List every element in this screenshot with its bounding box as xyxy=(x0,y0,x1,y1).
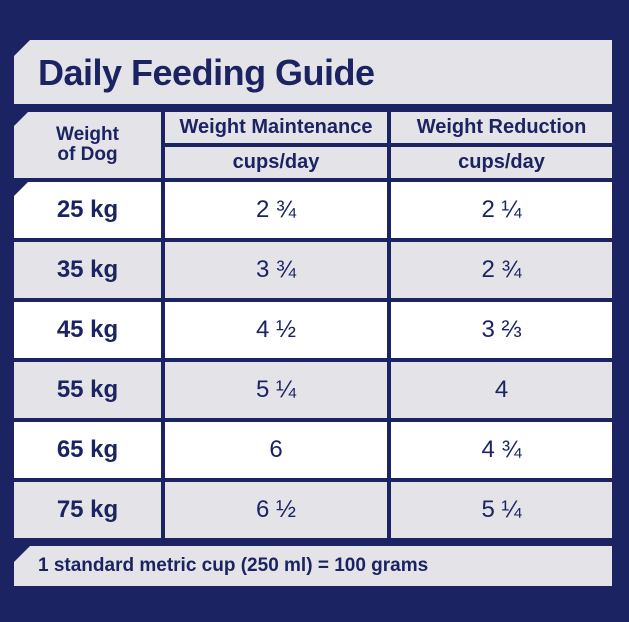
row-reduction: 3 ⅔ xyxy=(391,302,612,358)
feeding-guide-panel: Daily Feeding Guide Weight of Dog Weight… xyxy=(14,40,612,586)
header-weight-line1: Weight xyxy=(56,124,119,145)
row-maintenance: 4 ½ xyxy=(165,302,387,358)
row-weight: 35 kg xyxy=(14,242,161,298)
row-reduction: 2 ¾ xyxy=(391,242,612,298)
footer-text: 1 standard metric cup (250 ml) = 100 gra… xyxy=(38,555,429,576)
row-maintenance: 6 xyxy=(165,422,387,478)
header-weight-reduction: Weight Reduction xyxy=(391,112,612,143)
row-weight: 55 kg xyxy=(14,362,161,418)
table-row: 45 kg 4 ½ 3 ⅔ xyxy=(14,302,612,358)
row-reduction: 4 xyxy=(391,362,612,418)
row-weight: 25 kg xyxy=(14,182,161,238)
header-weight-line2: of Dog xyxy=(57,144,118,165)
table-row: 75 kg 6 ½ 5 ¼ xyxy=(14,482,612,538)
row-maintenance: 5 ¼ xyxy=(165,362,387,418)
row-reduction: 2 ¼ xyxy=(391,182,612,238)
header-unit-reduction: cups/day xyxy=(391,147,612,178)
row-reduction: 4 ¾ xyxy=(391,422,612,478)
table-row: 65 kg 6 4 ¾ xyxy=(14,422,612,478)
row-weight: 45 kg xyxy=(14,302,161,358)
row-maintenance: 6 ½ xyxy=(165,482,387,538)
row-maintenance: 3 ¾ xyxy=(165,242,387,298)
title-bar: Daily Feeding Guide xyxy=(14,40,612,104)
footer-note: 1 standard metric cup (250 ml) = 100 gra… xyxy=(14,546,612,586)
table-row: 55 kg 5 ¼ 4 xyxy=(14,362,612,418)
row-weight: 65 kg xyxy=(14,422,161,478)
header-unit-maintenance: cups/day xyxy=(165,147,387,178)
header-weight-maintenance: Weight Maintenance xyxy=(165,112,387,143)
table-row: 35 kg 3 ¾ 2 ¾ xyxy=(14,242,612,298)
table-row: 25 kg 2 ¾ 2 ¼ xyxy=(14,182,612,238)
row-reduction: 5 ¼ xyxy=(391,482,612,538)
row-maintenance: 2 ¾ xyxy=(165,182,387,238)
row-weight: 75 kg xyxy=(14,482,161,538)
header-weight-of-dog: Weight of Dog xyxy=(14,112,161,178)
page-title: Daily Feeding Guide xyxy=(38,52,375,93)
feeding-table: Weight of Dog Weight Maintenance Weight … xyxy=(10,108,616,542)
